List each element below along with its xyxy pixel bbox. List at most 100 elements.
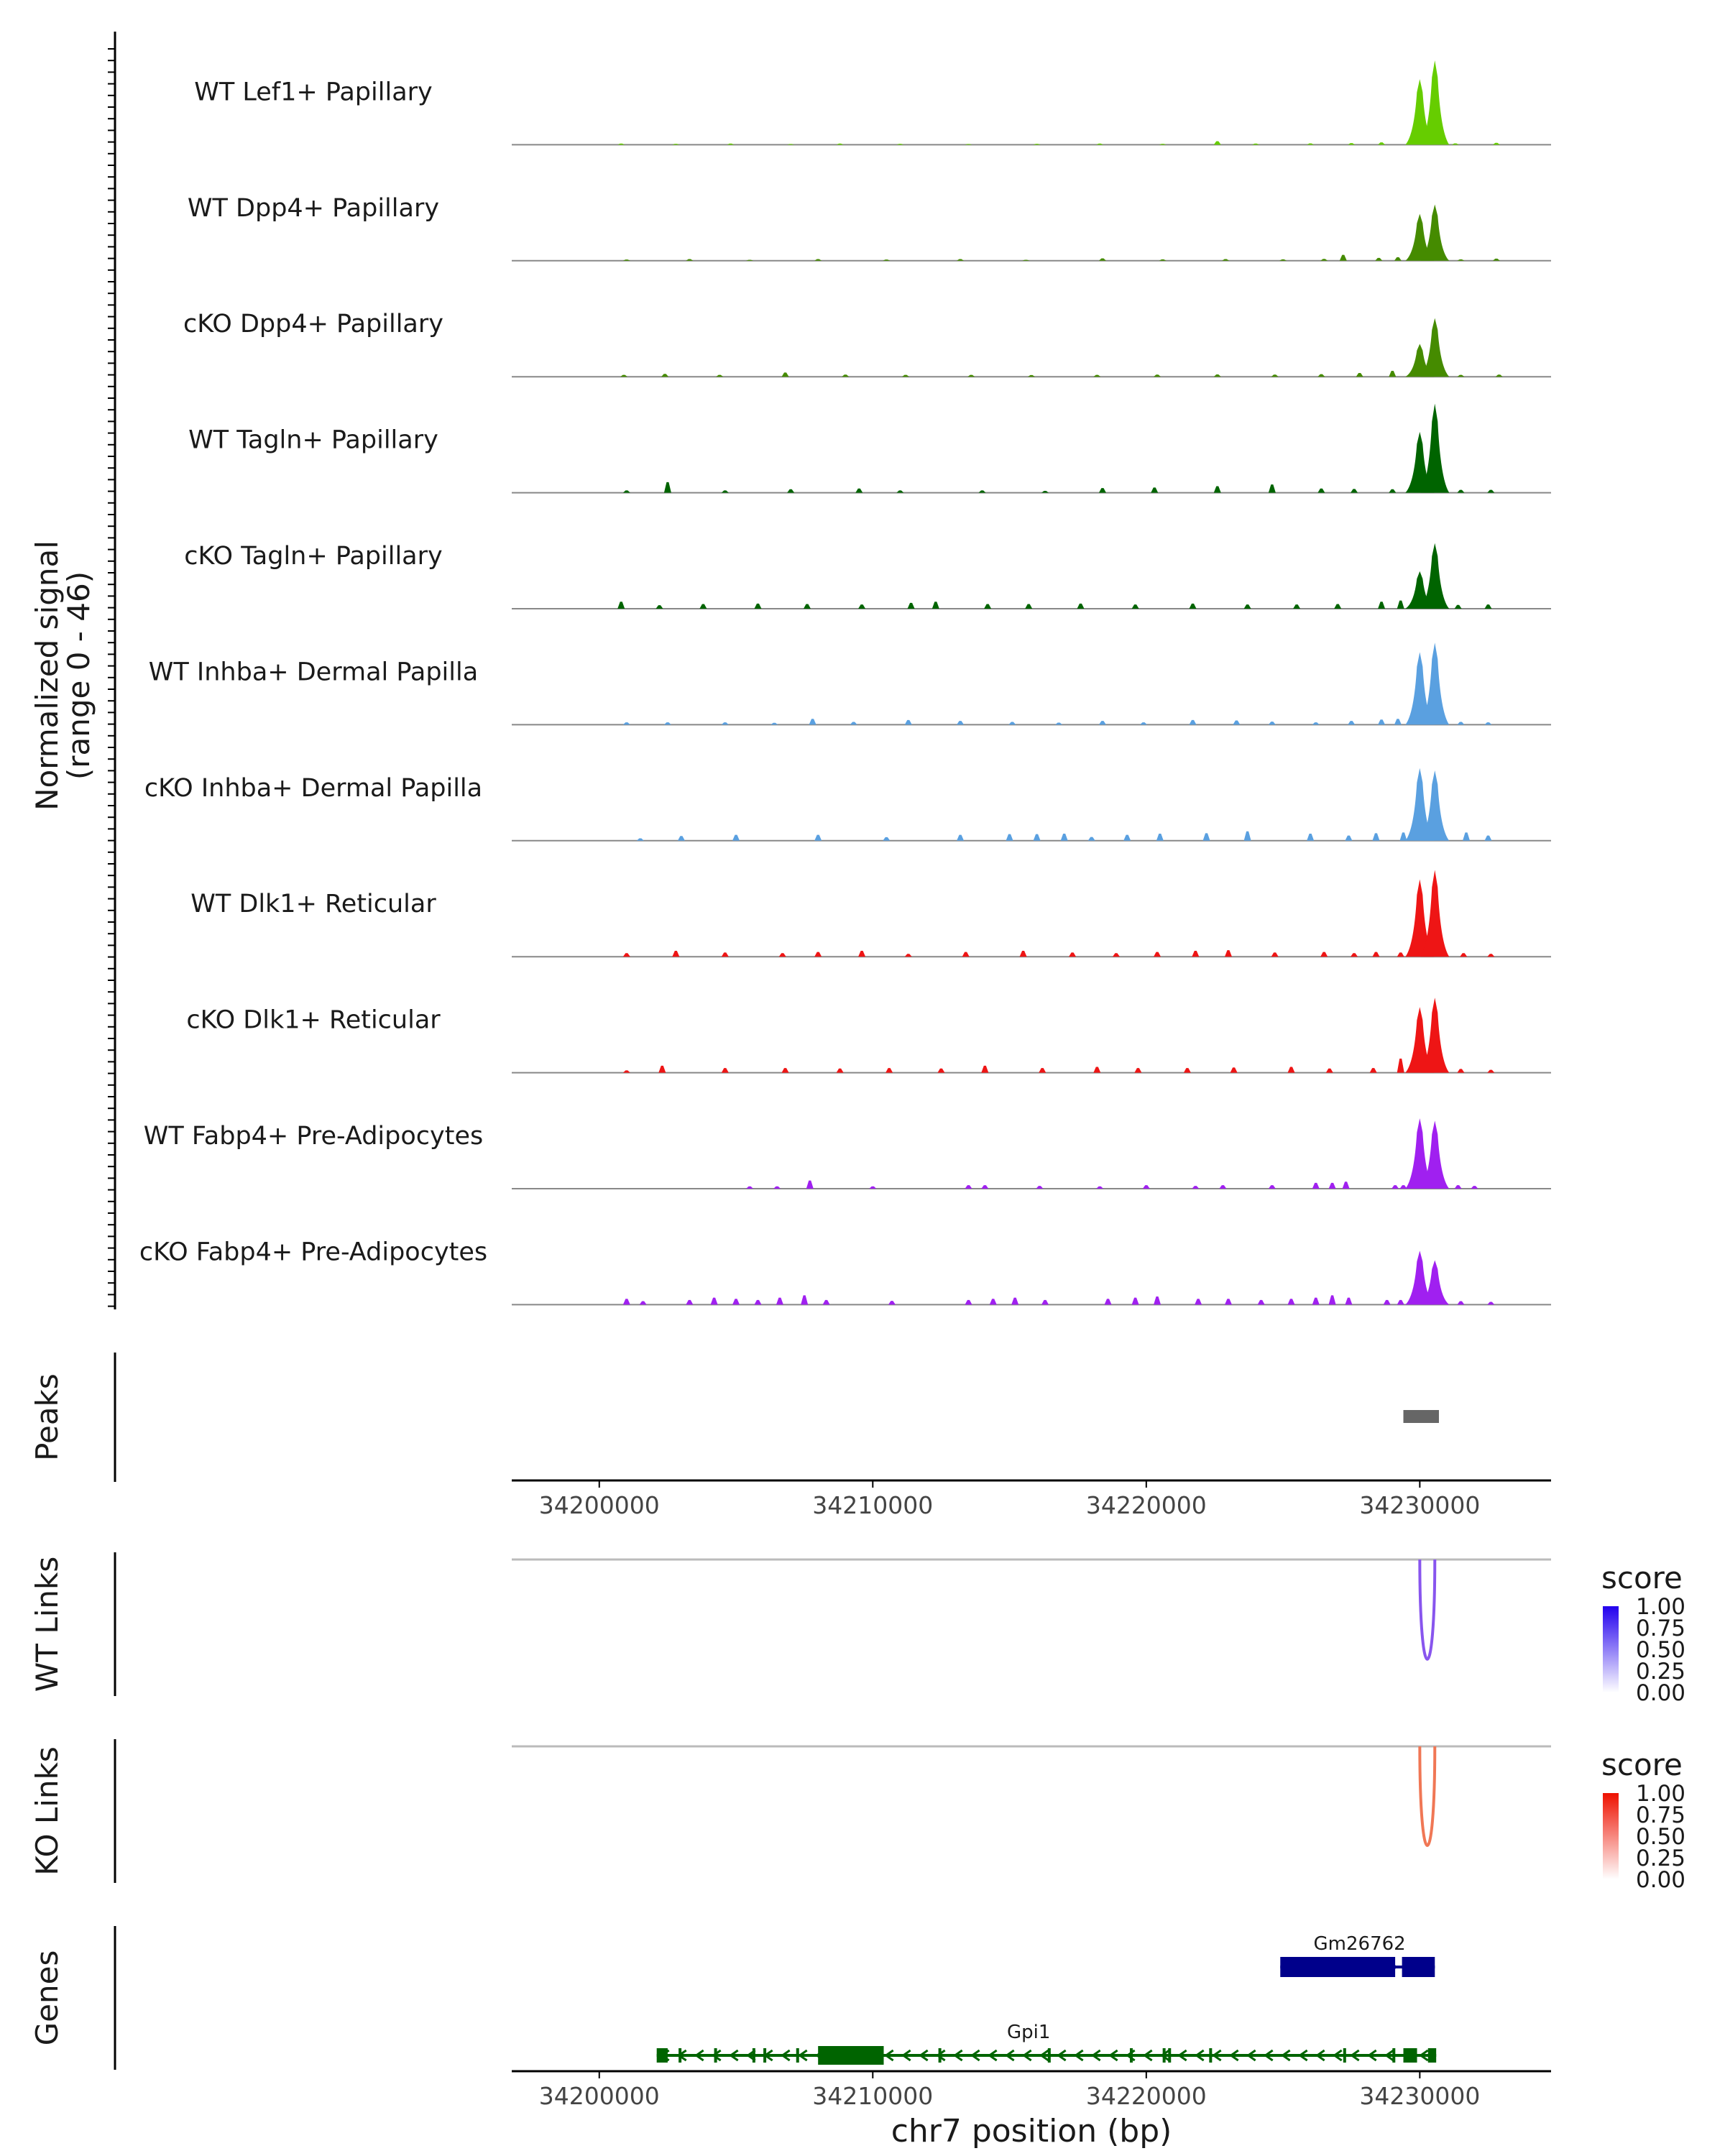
track-label: WT Fabp4+ Pre-Adipocytes [144,1122,483,1151]
gene-exon [1427,2048,1437,2063]
x-axis-top: 34200000 34210000 34220000 34230000 [512,1479,1551,1519]
signal-blip [1243,831,1251,841]
signal-blip [886,1068,893,1073]
signal-blip [981,1065,989,1073]
link-panel-label: KO Links [29,1746,65,1876]
signal-blip [710,1297,718,1305]
signal-blip [721,1068,729,1073]
signal-peak [1405,768,1435,841]
signal-blip [962,952,970,957]
signal-blip [754,603,762,609]
signal-blip [1320,952,1328,957]
signal-blip [1378,602,1386,609]
strand-chevron [1367,2049,1377,2062]
strand-chevron [729,2049,739,2062]
signal-blip [699,604,707,609]
signal-blip [656,605,663,609]
signal-blip [814,834,822,841]
coverage-track: cKO Inhba+ Dermal Papilla [144,768,1551,842]
signal-blip [1287,1067,1295,1073]
gene-exon [1403,2048,1417,2063]
gene-exon [1047,2048,1051,2063]
signal-blip [622,1299,630,1305]
gene-exon [656,2048,668,2063]
strand-chevron [1350,2049,1360,2062]
signal-peak [1420,403,1450,493]
track-label: WT Dlk1+ Reticular [190,890,436,918]
gene-exon [938,2048,942,2063]
signal-peak [1405,1118,1435,1189]
gene-exon [1209,2048,1213,2063]
strand-chevron [970,2049,980,2062]
signal-blip [1495,374,1503,377]
coverage-track: WT Lef1+ Papillary [194,60,1551,146]
strand-chevron [1298,2049,1308,2062]
gene-exon [763,2048,767,2063]
strand-chevron [936,2049,946,2062]
signal-blip [1154,952,1162,957]
signal-blip [622,722,630,725]
signal-blip [1104,1299,1112,1305]
strand-chevron [1074,2049,1084,2062]
signal-blip [809,719,816,725]
signal-peak [1405,1250,1435,1305]
strand-chevron [1246,2049,1256,2062]
signal-blip [776,1297,783,1305]
signal-blip [1189,719,1197,725]
signal-blip [1271,952,1279,957]
track-label: cKO Fabp4+ Pre-Adipocytes [139,1238,487,1266]
signal-blip [1134,1068,1142,1073]
link-panel-label: WT Links [29,1557,65,1692]
track-label: cKO Inhba+ Dermal Papilla [144,774,482,803]
signal-blip [1213,374,1221,377]
gene-exon [714,2048,717,2063]
legend-tick-label: 0.75 [1636,1802,1685,1828]
signal-blip [1492,142,1500,145]
legend-tick-label: 0.75 [1636,1616,1685,1641]
signal-blip [1378,719,1386,725]
signal-blip [1345,835,1353,841]
signal-blip [1055,722,1063,725]
signal-blip [1325,1068,1333,1073]
signal-blip [754,1299,762,1305]
signal-blip [984,604,992,609]
signal-blip [1484,604,1492,609]
signal-peak [1420,642,1450,725]
signal-blip [622,490,630,493]
signal-peak [1420,543,1450,609]
legend-tick-label: 0.50 [1636,1637,1685,1663]
signal-blip [1383,1299,1391,1305]
signal-blip [896,490,904,493]
x-axis-label: chr7 position (bp) [891,2113,1172,2150]
signal-blip [1096,143,1104,145]
signal-blip [1487,1302,1495,1305]
signal-blip [1224,1299,1232,1305]
signal-blip [1098,488,1106,493]
link-arc [1418,1746,1437,1847]
signal-blip [1312,722,1320,725]
signal-blip [1093,374,1101,377]
signal-blip [781,372,789,377]
gene-model: Gpi1 [656,2022,1437,2065]
signal-blip [1307,834,1315,841]
coverage-track: cKO Dlk1+ Reticular [186,998,1551,1074]
signal-blip [1096,1186,1104,1189]
signal-blip [965,1185,972,1189]
signal-blip [620,374,628,377]
signal-blip [1131,1297,1139,1305]
x-tick-label: 34200000 [539,2082,660,2110]
signal-blip [1271,374,1279,377]
signal-blip [622,1070,630,1073]
signal-peak [1420,998,1450,1073]
strand-chevron [1091,2049,1101,2062]
signal-blip [617,602,625,609]
signal-blip [1213,486,1221,493]
signal-blip [1471,1186,1478,1189]
strand-chevron [1315,2049,1325,2062]
signal-blip [1195,1299,1202,1305]
signal-blip [1460,953,1468,957]
signal-blip [1151,487,1159,493]
signal-blip [904,954,912,957]
signal-blip [639,1301,647,1305]
